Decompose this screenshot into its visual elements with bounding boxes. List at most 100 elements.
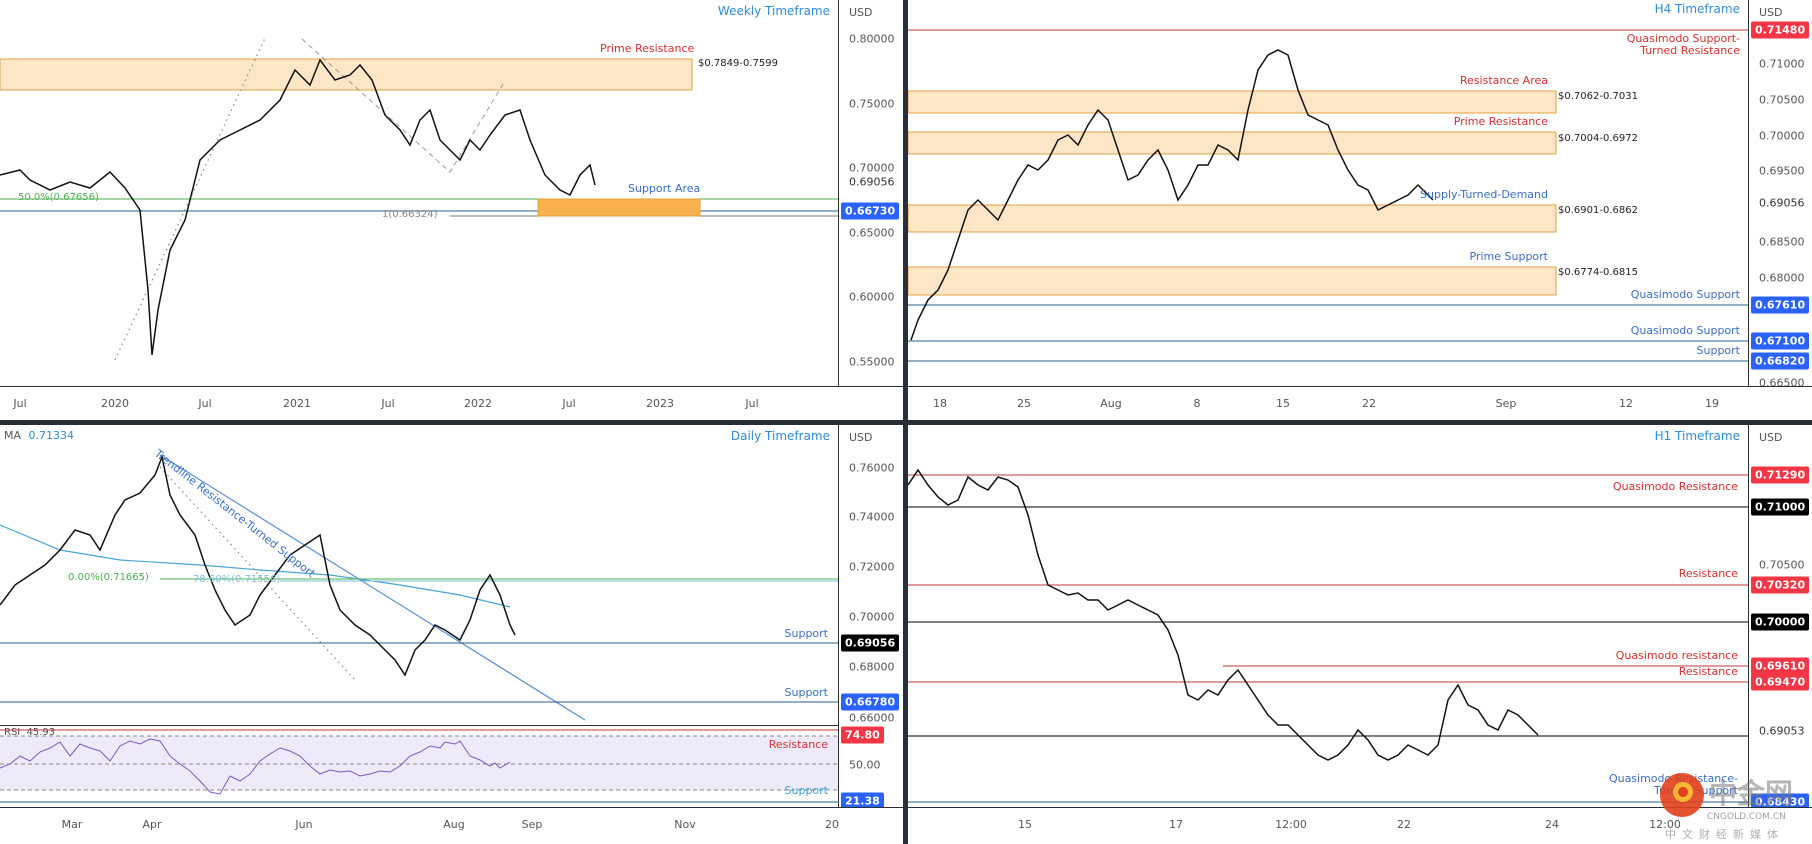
h4-supply-turned-demand-range: $0.6901-0.6862 [1558,205,1638,216]
daily-x-tick: 20 [825,818,839,831]
h4-chart-panel[interactable]: H4 Timeframe Quasimodo Support- Turned R… [908,0,1812,420]
rsi-pane[interactable]: RSI 45.93 Resistance Support [0,725,838,807]
rsi-support-label: Support [784,784,828,797]
h1-qm-resistance-turned-support-label: Quasimodo Resistance-Turned Support [1608,772,1738,797]
h4-currency-label: USD [1759,6,1783,19]
daily-y-tick: 0.74000 [849,510,895,524]
daily-y-tick: 0.72000 [849,560,895,574]
h4-quasimodo-support-label: Quasimodo Support [1630,324,1740,337]
rsi-resistance-label: Resistance [768,738,828,751]
h4-plot-area[interactable]: H4 Timeframe Quasimodo Support- Turned R… [908,0,1748,386]
h4-time-axis[interactable]: 18 25 Aug 8 15 22 Sep 12 19 [908,386,1812,420]
weekly-chart-panel[interactable]: Weekly Timeframe Prime Resistance $0.784… [0,0,903,420]
h4-price-tag: 0.67610 [1751,296,1810,314]
weekly-y-tick: 0.75000 [849,97,895,111]
h1-plot-area[interactable]: H1 Timeframe Quasimodo Resistance Resist… [908,425,1748,807]
rsi-price-tag: 74.80 [841,726,884,744]
h1-x-tick: 12:00 [1649,818,1681,831]
weekly-x-tick: 2020 [101,397,129,410]
h4-quasimodo-support-label: Quasimodo Support [1630,288,1740,301]
h4-x-tick: 25 [1017,397,1031,410]
h1-price-tag: 0.68430 [1751,793,1810,811]
daily-y-tick: 0.70000 [849,610,895,624]
h4-y-tick: 0.69500 [1759,164,1805,178]
h1-x-tick: 12:00 [1275,818,1307,831]
weekly-x-tick: Jul [745,397,759,410]
h4-qm-line-2: Turned Resistance [1640,44,1740,57]
weekly-time-axis[interactable]: Jul 2020 Jul 2021 Jul 2022 Jul 2023 Jul [0,386,903,420]
weekly-y-tick: 0.55000 [849,355,895,369]
h1-price-tag: 0.70000 [1751,613,1810,631]
weekly-prime-resistance-range: $0.7849-0.7599 [698,58,778,69]
h4-price-tag: 0.71480 [1751,21,1810,39]
h4-supply-turned-demand-label: Supply-Turned-Demand [1420,188,1548,201]
weekly-support-area-label: Support Area [628,182,701,195]
weekly-y-tick: 0.60000 [849,290,895,304]
h1-current-price: 0.69053 [1759,724,1805,738]
h4-qm-support-turned-resistance-label: Quasimodo Support- Turned Resistance [1627,33,1740,57]
h4-prime-support-label: Prime Support [1469,250,1548,263]
weekly-x-tick: 2021 [283,397,311,410]
daily-currency-label: USD [849,431,873,444]
h4-y-tick: 0.70000 [1759,129,1805,143]
daily-plot-area[interactable]: MA 0.71334 Daily Timeframe Trendline Res… [0,425,838,725]
daily-price-tag: 0.66780 [841,693,900,711]
h1-price-axis[interactable]: USD 0.71290 0.71000 0.70500 0.70320 0.70… [1748,425,1812,811]
h4-current-price: 0.69056 [1759,196,1805,210]
daily-x-tick: Mar [61,818,83,831]
weekly-x-tick: 2022 [464,397,492,410]
daily-x-tick: Jun [295,818,313,831]
h4-prime-support-range: $0.6774-0.6815 [1558,267,1638,278]
rsi-price-tag: 21.38 [841,792,884,810]
h4-price-axis[interactable]: USD 0.71480 0.71000 0.70500 0.70000 0.69… [1748,0,1812,390]
daily-ma-label: MA 0.71334 [4,429,74,442]
h1-x-tick: 24 [1545,818,1559,831]
weekly-price-axis[interactable]: USD 0.80000 0.75000 0.70000 0.69056 0.66… [838,0,903,386]
weekly-x-tick: Jul [198,397,212,410]
h1-resistance-label: Resistance [1678,567,1738,580]
h4-x-tick: 18 [933,397,947,410]
daily-y-tick: 0.76000 [849,461,895,475]
rsi-y-tick: 50.00 [849,758,881,772]
h1-quasimodo-resistance-label: Quasimodo resistance [1615,649,1738,662]
h4-x-tick: 15 [1276,397,1290,410]
h4-x-tick: 12 [1619,397,1633,410]
weekly-candles [0,37,838,361]
weekly-currency-label: USD [849,6,873,19]
rsi-label: RSI 45.93 [4,727,55,738]
h1-time-axis[interactable]: 15 17 12:00 22 24 12:00 [908,807,1812,844]
weekly-timeframe-label: Weekly Timeframe [717,4,830,18]
weekly-plot-area[interactable]: Weekly Timeframe Prime Resistance $0.784… [0,0,838,386]
h4-y-tick: 0.71000 [1759,57,1805,71]
h1-price-tag: 0.69610 [1751,657,1810,675]
h1-price-tag: 0.71290 [1751,466,1810,484]
daily-x-tick: Sep [521,818,543,831]
h4-y-tick: 0.68000 [1759,271,1805,285]
h4-x-tick: 8 [1193,397,1201,410]
h1-price-tag: 0.71000 [1751,498,1810,516]
weekly-prime-resistance-label: Prime Resistance [600,42,695,55]
panel-divider-horizontal[interactable] [0,420,1812,425]
h4-resistance-area-range: $0.7062-0.7031 [1558,91,1638,102]
h1-chart-panel[interactable]: H1 Timeframe Quasimodo Resistance Resist… [908,425,1812,844]
daily-support-label: Support [784,686,828,699]
h4-price-tag: 0.67100 [1751,332,1810,350]
h4-x-tick: 22 [1362,397,1376,410]
rsi-line [0,729,838,803]
daily-ma-name: MA [4,429,22,442]
daily-x-tick: Nov [674,818,696,831]
daily-price-tag: 0.69056 [841,634,900,652]
daily-timeframe-label: Daily Timeframe [730,429,830,443]
h4-price-tag: 0.66820 [1751,352,1810,370]
h1-price-tag: 0.69470 [1751,673,1810,691]
h4-qm-line-1: Quasimodo Support- [1626,32,1740,45]
daily-time-axis[interactable]: Mar Apr Jun Aug Sep Nov 20 [0,807,903,844]
weekly-x-tick: Jul [13,397,27,410]
daily-y-tick: 0.68000 [849,660,895,674]
h4-y-tick: 0.68500 [1759,235,1805,249]
h4-x-tick: Sep [1495,397,1517,410]
weekly-price-tag: 0.66730 [841,202,900,220]
daily-candles [0,454,838,721]
daily-price-axis[interactable]: USD 0.76000 0.74000 0.72000 0.70000 0.69… [838,425,903,810]
daily-chart-panel[interactable]: MA 0.71334 Daily Timeframe Trendline Res… [0,425,903,844]
